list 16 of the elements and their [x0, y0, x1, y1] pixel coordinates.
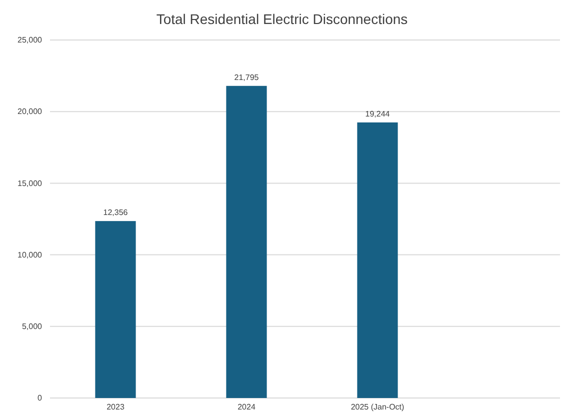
y-tick-label: 5,000: [22, 322, 43, 331]
data-label: 21,795: [234, 72, 260, 82]
bar: [226, 86, 267, 398]
bar: [95, 221, 136, 398]
y-tick-label: 0: [38, 394, 43, 403]
x-tick-label: 2024: [238, 402, 256, 412]
data-label: 19,244: [365, 109, 390, 118]
x-tick-label: 2023: [106, 402, 125, 412]
bar: [357, 122, 398, 398]
chart-title: Total Residential Electric Disconnections: [156, 11, 408, 27]
y-tick-label: 25,000: [18, 36, 43, 45]
x-tick-label: 2025 (Jan-Oct): [350, 402, 405, 412]
y-tick-label: 10,000: [18, 250, 43, 260]
y-tick-label: 15,000: [18, 178, 43, 188]
data-label: 12,356: [103, 208, 128, 218]
y-tick-label: 20,000: [18, 107, 43, 116]
